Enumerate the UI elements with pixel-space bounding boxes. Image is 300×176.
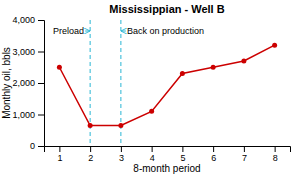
data-point [57, 65, 62, 70]
y-tick-mark [38, 20, 44, 21]
marks [57, 20, 277, 146]
x-tick-mark [121, 146, 122, 152]
title: Mississippian - Well B [109, 3, 224, 15]
x-axis-line [45, 147, 291, 153]
y-tick-mark [38, 52, 44, 53]
x-tick-label: 7 [242, 153, 247, 163]
y-axis: 0 1,000 2,000 3,000 4,000 [12, 15, 44, 151]
x-tick: 7 [242, 146, 247, 163]
y-tick-label: 1,000 [12, 110, 35, 120]
x-tick: 8 [273, 146, 278, 163]
x-tick-mark [182, 146, 183, 152]
y-tick: 1,000 [12, 110, 44, 120]
y-tick: 3,000 [12, 47, 44, 57]
x-tick-mark [59, 146, 60, 152]
annotation-text: Preload [53, 26, 84, 36]
x-tick-label: 4 [150, 153, 155, 163]
y-tick-label: 3,000 [12, 47, 35, 57]
x-tick-label: 5 [180, 153, 185, 163]
x-tick-mark [244, 146, 245, 152]
x-tick-label: 8 [273, 153, 278, 163]
y-tick-mark [38, 83, 44, 84]
chart: 1 2 3 4 5 6 7 8 0 1,000 2,000 3,000 4,000 Preload Back… [0, 0, 300, 176]
x-axis-title: 8-month period [133, 163, 200, 174]
data-point [272, 43, 277, 48]
data-point [149, 109, 154, 114]
y-tick-mark [38, 115, 44, 116]
y-tick: 0 [30, 141, 44, 151]
x-tick: 4 [150, 146, 155, 163]
data-point [180, 71, 185, 76]
x-tick: 6 [211, 146, 216, 163]
x-tick: 5 [180, 146, 185, 163]
series-line [59, 45, 274, 125]
x-tick-mark [275, 146, 276, 152]
data-point [211, 65, 216, 70]
x-tick: 1 [57, 146, 62, 163]
y-tick-label: 2,000 [12, 78, 35, 88]
y-axis-title: Monthly oil, bbls [1, 47, 12, 119]
data-point [118, 123, 123, 128]
x-tick-mark [90, 146, 91, 152]
data-point [241, 58, 246, 63]
annotations: Preload Back on production [53, 26, 204, 36]
x-tick-label: 3 [119, 153, 124, 163]
y-tick: 4,000 [12, 15, 44, 25]
annotation-arrow [121, 31, 126, 32]
plot-area: 1 2 3 4 5 6 7 8 0 1,000 2,000 3,000 4,000 Preload Back… [12, 15, 290, 163]
annotation-arrow [85, 31, 90, 32]
x-tick-label: 1 [57, 153, 62, 163]
annotation-text: Back on production [127, 26, 204, 36]
x-tick-label: 2 [88, 153, 93, 163]
y-tick-mark [38, 146, 44, 147]
y-tick-label: 4,000 [12, 15, 35, 25]
x-tick: 2 [88, 146, 93, 163]
y-axis-line [38, 21, 45, 147]
x-tick-label: 6 [211, 153, 216, 163]
x-tick-mark [152, 146, 153, 152]
data-point [88, 123, 93, 128]
y-tick-label: 0 [30, 141, 35, 151]
y-tick: 2,000 [12, 78, 44, 88]
x-tick: 3 [119, 146, 124, 163]
x-axis: 1 2 3 4 5 6 7 8 [45, 146, 291, 163]
x-tick-mark [213, 146, 214, 152]
